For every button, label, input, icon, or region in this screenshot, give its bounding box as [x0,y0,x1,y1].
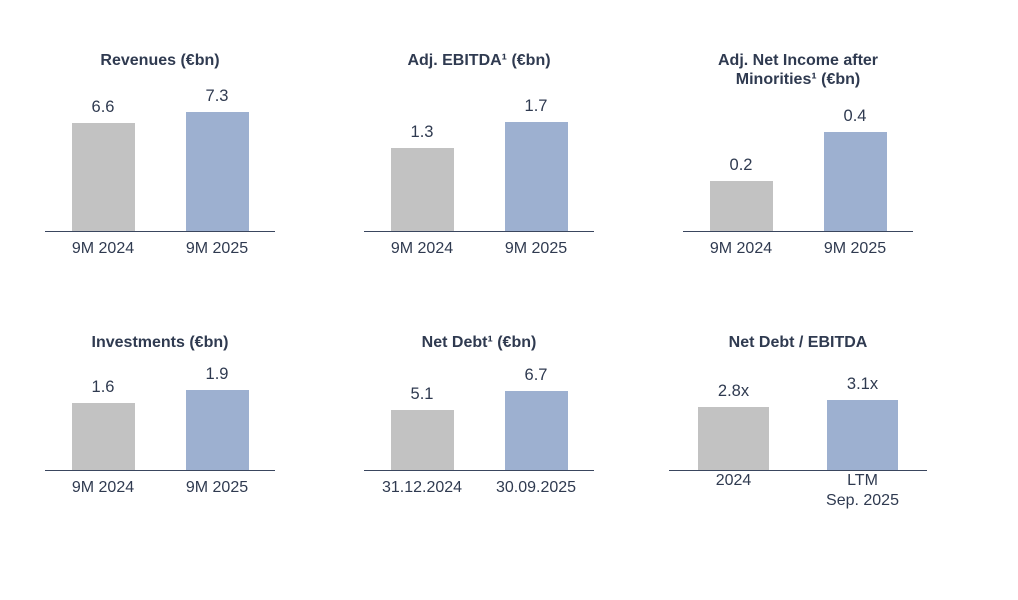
plot-area: 6.6 7.3 [45,87,275,232]
x-label: 9M 2024 [71,240,135,257]
investments-bar-9m-2025 [185,390,249,470]
bar-group: 1.3 [390,123,454,231]
plot-area: 1.3 1.7 [364,88,594,232]
plot-area: 2.8x 3.1x [669,369,927,471]
value-label: 7.3 [205,87,229,105]
chart-title: Net Debt / EBITDA [728,334,868,351]
x-axis-labels: 9M 2024 9M 2025 [364,239,594,259]
value-label: 0.2 [729,156,753,174]
chart-net-debt: Net Debt¹ (€bn) 5.1 6.7 31.12.2024 30.09… [364,327,594,511]
chart-title: Investments (€bn) [91,334,229,351]
x-axis-labels: 9M 2024 9M 2025 [45,239,275,259]
bar-group: 6.6 [71,98,135,231]
chart-adj-ebitda: Adj. EBITDA¹ (€bn) 1.3 1.7 9M 2024 9M 20… [364,45,594,259]
x-axis-labels: 9M 2024 9M 2025 [45,478,275,498]
plot-area: 0.2 0.4 [683,88,913,232]
kpi-charts-grid: Revenues (€bn) 6.6 7.3 9M 2024 9M 2025 A… [45,45,927,511]
value-label: 6.6 [91,98,115,116]
net-debt-bar-30-09-2025 [504,391,568,470]
chart-title: Net Debt¹ (€bn) [421,334,537,351]
x-label: 31.12.2024 [381,479,463,496]
chart-investments: Investments (€bn) 1.6 1.9 9M 2024 9M 202… [45,327,275,511]
value-label: 5.1 [410,385,434,403]
x-label: 9M 2024 [709,240,773,257]
value-label: 2.8x [717,382,750,400]
value-label: 0.4 [843,107,867,125]
x-axis-labels: 9M 2024 9M 2025 [683,239,913,259]
chart-title: Adj. Net Income after Minorities¹ (€bn) [717,52,879,88]
value-label: 3.1x [846,375,879,393]
revenues-bar-9m-2025 [185,112,249,231]
chart-revenues: Revenues (€bn) 6.6 7.3 9M 2024 9M 2025 [45,45,275,259]
investments-bar-9m-2024 [71,403,135,470]
adj-net-income-bar-9m-2025 [823,132,887,231]
x-axis-labels: 31.12.2024 30.09.2025 [364,478,594,498]
value-label: 1.9 [205,365,229,383]
plot-area: 1.6 1.9 [45,365,275,471]
net-debt-bar-31-12-2024 [390,410,454,470]
x-label: 30.09.2025 [495,479,577,496]
net-debt-ebitda-bar-2024 [698,407,769,470]
x-label: 9M 2024 [71,479,135,496]
chart-net-debt-ebitda: Net Debt / EBITDA 2.8x 3.1x 2024 LTM Sep… [669,327,927,511]
bar-group: 1.6 [71,378,135,470]
x-axis-labels: 2024 LTM Sep. 2025 [669,471,927,511]
value-label: 6.7 [524,366,548,384]
bar-group: 6.7 [504,366,568,470]
bar-group: 2.8x [698,382,769,470]
bar-group: 0.4 [823,107,887,231]
bar-group: 1.7 [504,97,568,231]
revenues-bar-9m-2024 [71,123,135,231]
bar-group: 0.2 [709,156,773,231]
plot-area: 5.1 6.7 [364,366,594,471]
x-label: LTM Sep. 2025 [826,472,899,509]
bar-group: 7.3 [185,87,249,231]
bar-group: 1.9 [185,365,249,470]
x-label: 9M 2025 [504,240,568,257]
bar-group: 3.1x [827,375,898,470]
x-label: 2024 [715,472,752,489]
value-label: 1.7 [524,97,548,115]
x-label: 9M 2024 [390,240,454,257]
adj-ebitda-bar-9m-2024 [390,148,454,231]
value-label: 1.6 [91,378,115,396]
net-debt-ebitda-bar-ltm-sep-2025 [827,400,898,470]
x-label: 9M 2025 [185,240,249,257]
x-label: 9M 2025 [823,240,887,257]
chart-title: Revenues (€bn) [100,52,220,69]
adj-net-income-bar-9m-2024 [709,181,773,231]
x-label: 9M 2025 [185,479,249,496]
adj-ebitda-bar-9m-2025 [504,122,568,231]
chart-adj-net-income: Adj. Net Income after Minorities¹ (€bn) … [683,45,913,259]
value-label: 1.3 [410,123,434,141]
chart-title: Adj. EBITDA¹ (€bn) [407,52,551,69]
bar-group: 5.1 [390,385,454,470]
